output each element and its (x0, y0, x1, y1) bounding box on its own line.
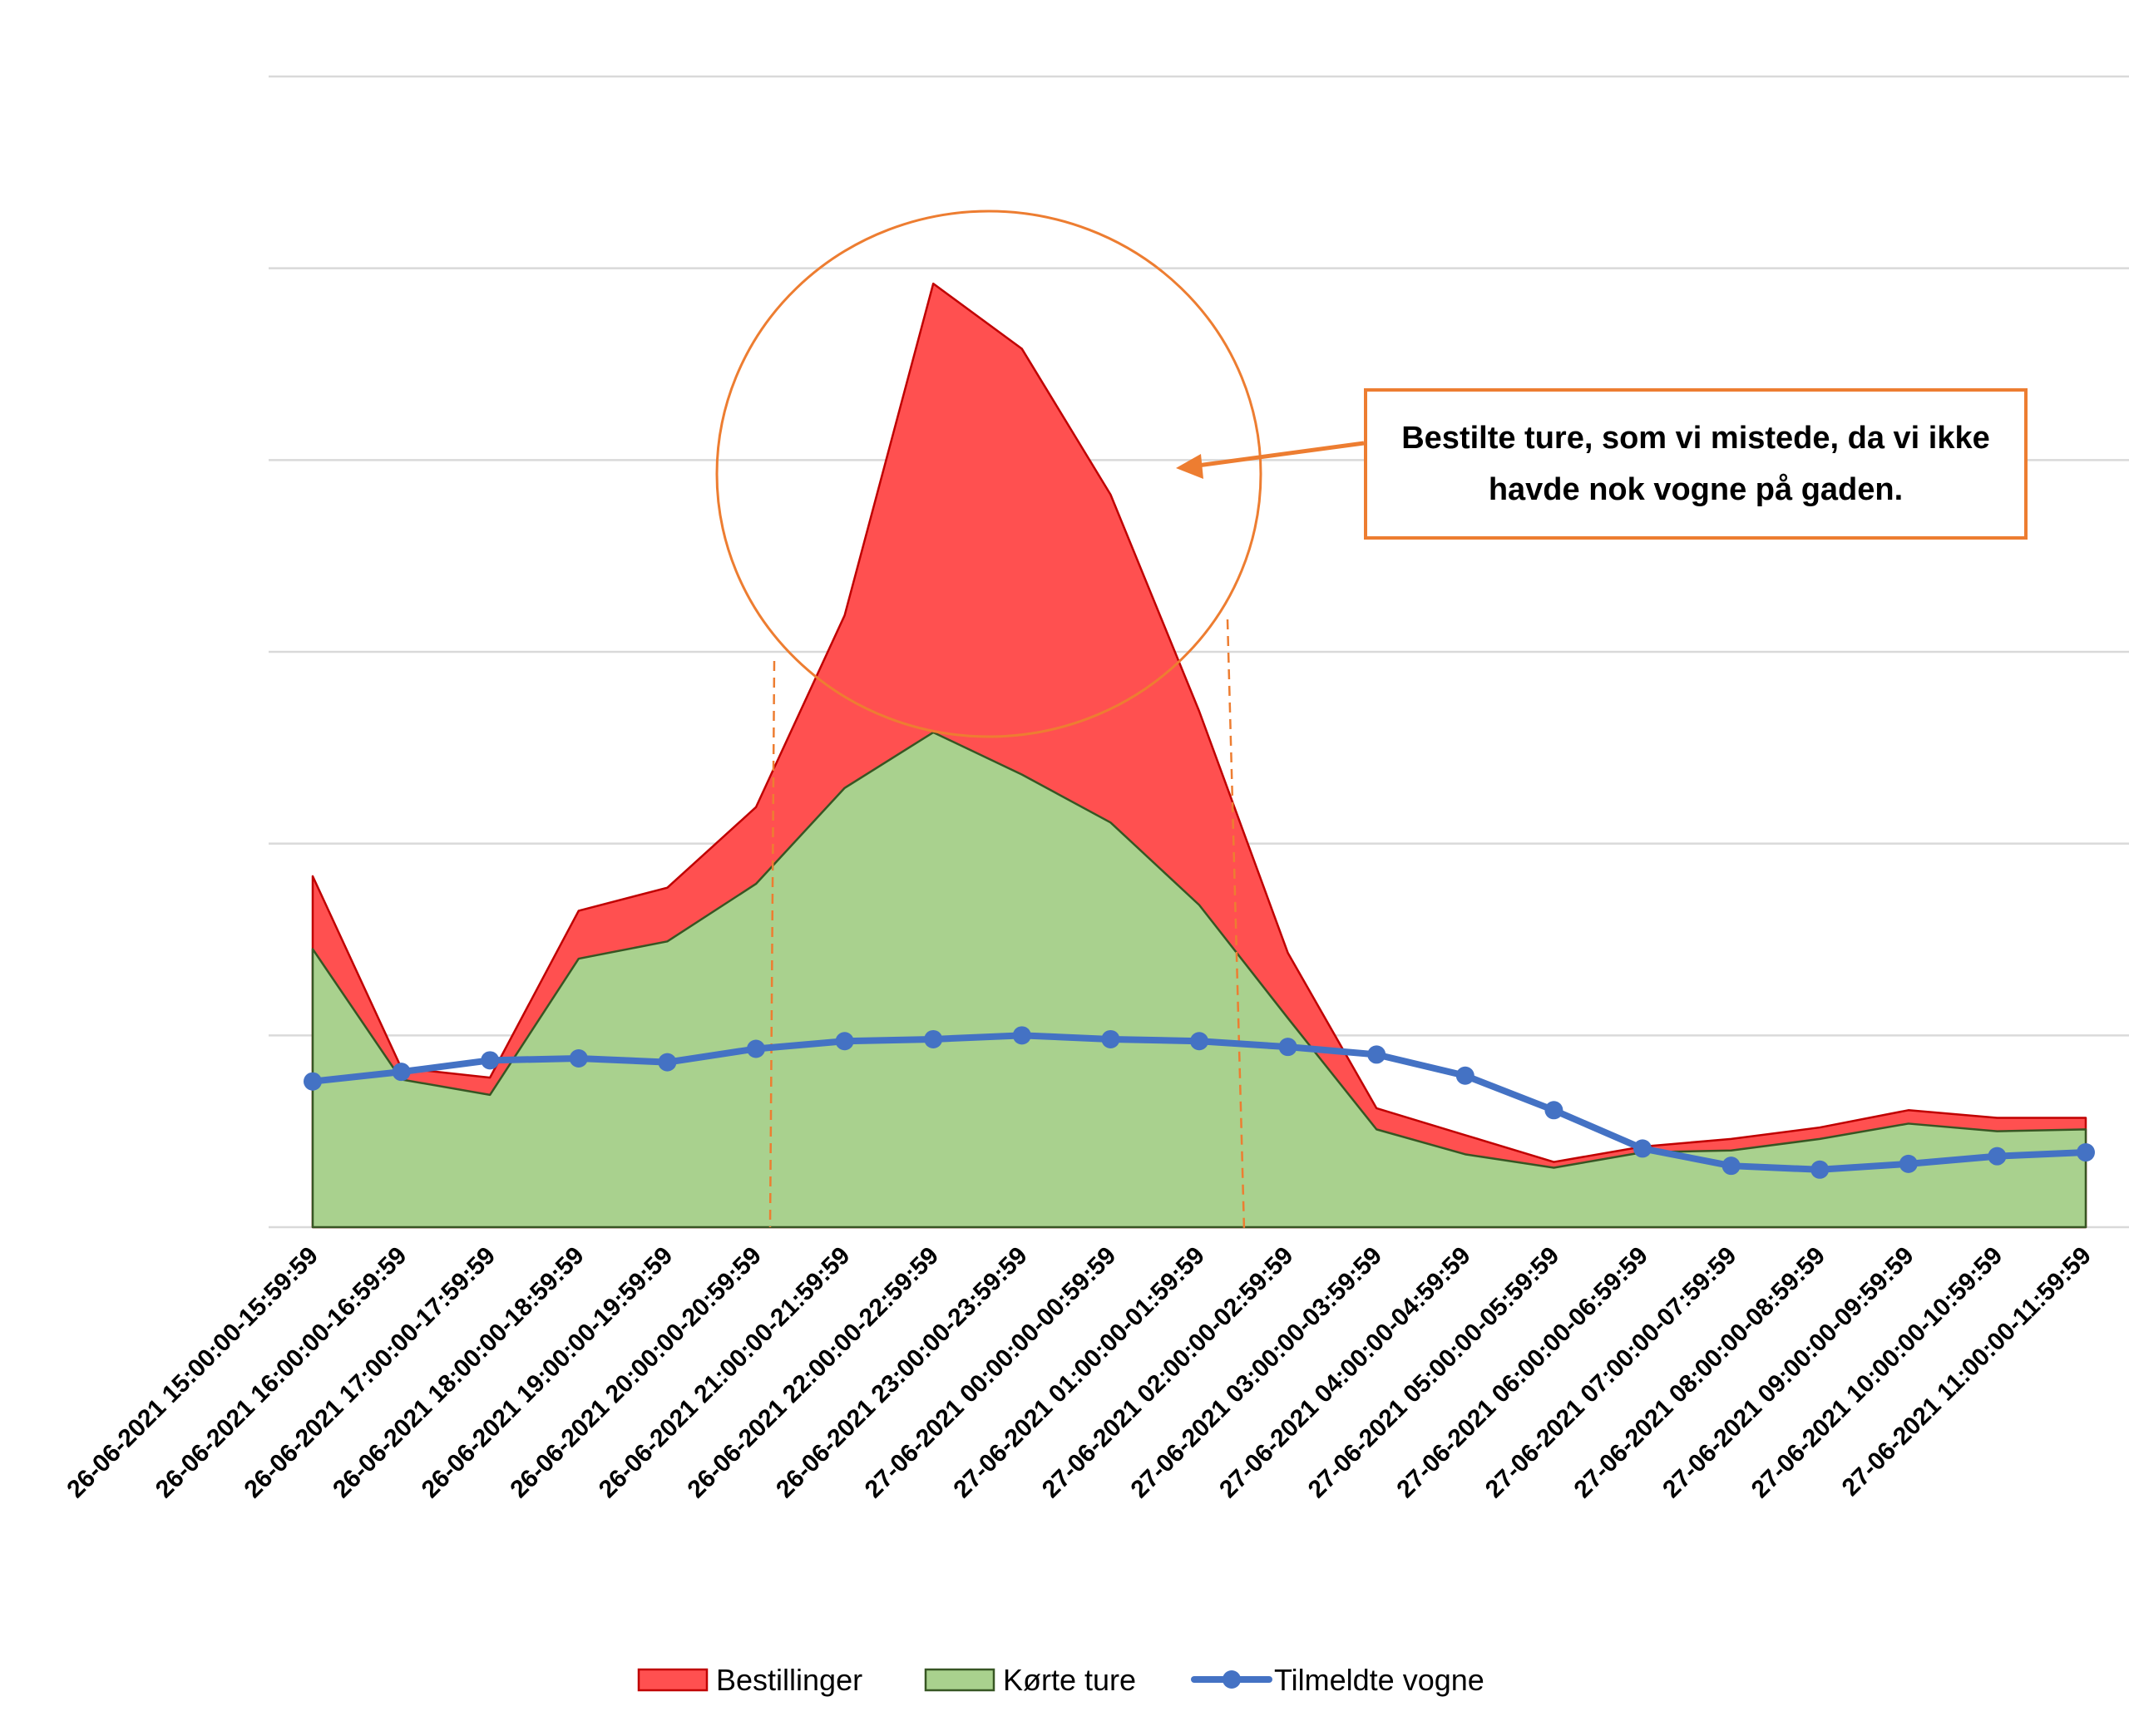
dashed-guide-left (768, 660, 776, 1228)
line-marker (1367, 1045, 1386, 1064)
highlight-circle (715, 210, 1262, 738)
line-marker (1899, 1154, 1918, 1173)
line-marker (1278, 1038, 1297, 1057)
line-marker (1721, 1157, 1741, 1176)
line-marker (481, 1051, 500, 1070)
annotation-arrow-shaft (1197, 441, 1365, 468)
line-marker (924, 1029, 943, 1048)
area-series (311, 282, 2087, 1229)
line-marker (1988, 1147, 2007, 1166)
annotation-callout: Bestilte ture, som vi mistede, da vi ikk… (1364, 388, 2028, 540)
annotation-text: Bestilte ture, som vi mistede, da vi ikk… (1401, 421, 1990, 507)
line-marker (569, 1049, 588, 1068)
line-marker (304, 1072, 322, 1091)
line-marker (747, 1039, 765, 1058)
line-marker (1633, 1139, 1652, 1158)
line-series (304, 1026, 2095, 1179)
legend-label: Tilmeldte vogne (1274, 1663, 1484, 1697)
legend-swatch (637, 1668, 709, 1692)
line-marker (1544, 1101, 1563, 1120)
line-marker (658, 1053, 677, 1072)
area-k-rte-ture (311, 731, 2087, 1229)
annotation-arrow-head (1176, 454, 1203, 479)
legend: Bestillinger Kørte ture Tilmeldte vogne (637, 1663, 1484, 1697)
legend-swatch (924, 1668, 995, 1692)
line-marker (2077, 1143, 2095, 1162)
line-marker (1101, 1029, 1120, 1048)
line-marker (1455, 1066, 1474, 1085)
dashed-guide-right (1226, 619, 1246, 1231)
line-marker (1810, 1160, 1830, 1179)
line-marker (1012, 1026, 1031, 1045)
legend-label: Bestillinger (716, 1663, 862, 1697)
legend-label: Kørte ture (1003, 1663, 1136, 1697)
highlight-guides (715, 210, 1365, 1231)
legend-swatch-marker (1223, 1670, 1241, 1689)
line-marker (1190, 1032, 1208, 1051)
line-marker (835, 1032, 854, 1051)
line-marker (392, 1063, 411, 1082)
